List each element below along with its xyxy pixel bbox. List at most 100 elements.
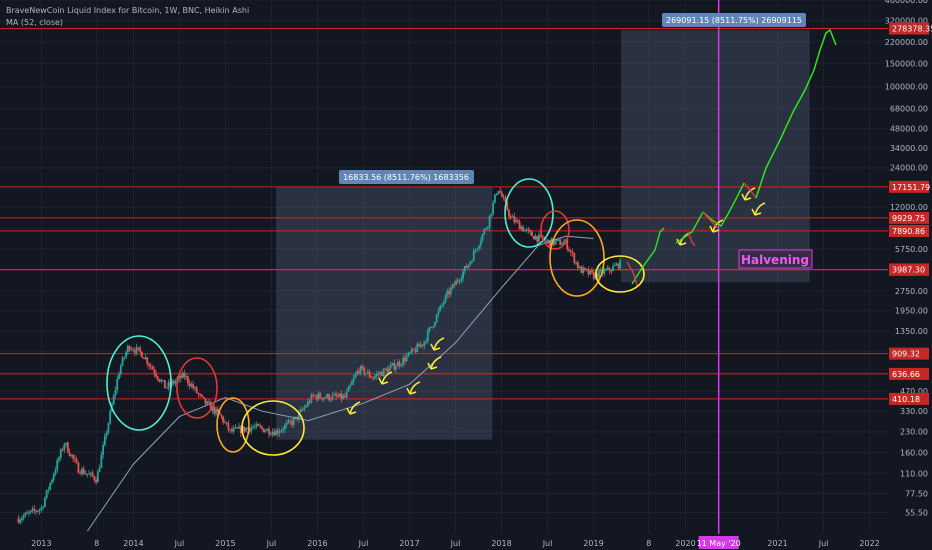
candle-body — [278, 431, 281, 434]
candle-body — [448, 291, 450, 295]
candle-body — [148, 363, 150, 366]
candle-body — [276, 430, 279, 434]
price-tick-label: 68000.00 — [890, 105, 928, 114]
candle-body — [610, 270, 613, 272]
candle-body — [568, 249, 570, 251]
candle-body — [58, 457, 60, 461]
candle-body — [566, 239, 569, 250]
candle-body — [162, 380, 165, 382]
candle-body — [306, 401, 309, 407]
time-tick-label: Jul — [542, 539, 553, 548]
range-box-2 — [621, 30, 810, 283]
candle-body — [283, 424, 286, 430]
price-level-tag — [889, 347, 929, 360]
candle-body — [405, 356, 408, 362]
candle-body — [24, 512, 27, 516]
candle-body — [518, 221, 521, 230]
candle-body — [363, 367, 366, 375]
candle-body — [532, 236, 535, 240]
candle-body — [435, 314, 438, 323]
candle-body — [509, 216, 512, 218]
candle-body — [481, 234, 484, 241]
candle-body — [142, 357, 145, 359]
candle-body — [21, 518, 23, 520]
candle-body — [218, 411, 221, 415]
candle-body — [33, 508, 36, 511]
hand-drawn-circle — [106, 335, 172, 431]
candle-body — [550, 238, 553, 247]
time-tick-label: 2021 — [767, 539, 787, 548]
candle-body — [321, 397, 323, 400]
candle-body — [499, 191, 502, 193]
candle-body — [322, 397, 325, 400]
candle-body — [485, 228, 487, 230]
candle-body — [141, 351, 143, 358]
candle-body — [382, 368, 385, 376]
candle-body — [536, 236, 539, 242]
time-tick-label: 2014 — [123, 539, 143, 548]
candle-body — [43, 498, 46, 507]
candle-body — [146, 357, 149, 364]
candle-body — [557, 239, 560, 241]
candle-body — [462, 271, 465, 279]
chart-title: BraveNewCoin Liquid Index for Bitcoin, 1… — [6, 6, 249, 15]
hand-drawn-arrow — [709, 219, 724, 233]
candle-body — [458, 280, 461, 282]
price-level-tag-text: 410.18 — [892, 395, 920, 404]
candle-body — [490, 213, 493, 216]
candle-body — [171, 381, 173, 386]
candle-body — [289, 420, 292, 422]
price-tick-label: 24000.00 — [890, 164, 928, 173]
candle-body — [492, 202, 495, 214]
price-axis[interactable]: 460000.00 320000.00 220000.00 150000.00 1000… — [885, 0, 932, 550]
time-tick-label: 2018 — [491, 539, 511, 548]
candle-body — [250, 427, 253, 432]
candle-body — [160, 380, 163, 382]
hand-drawn-circle — [176, 357, 218, 419]
candle-body — [529, 230, 532, 232]
candle-body — [426, 330, 429, 342]
candle-body — [580, 266, 583, 273]
candle-body — [167, 382, 170, 388]
candle-body — [95, 479, 97, 483]
candle-body — [252, 426, 255, 428]
candle-body — [388, 367, 390, 373]
candle-body — [262, 428, 265, 433]
candle-body — [239, 426, 242, 433]
candle-body — [418, 344, 420, 347]
candle-body — [156, 376, 159, 380]
price-tick-label: 1350.00 — [895, 327, 928, 336]
candle-body — [98, 467, 101, 472]
candle-body — [592, 272, 595, 279]
price-tick-label: 220000.00 — [885, 38, 928, 47]
halving-date-tag — [698, 536, 739, 549]
candle-body — [372, 377, 375, 379]
candle-body — [81, 468, 83, 474]
candle-body — [553, 240, 556, 245]
candle-body — [222, 416, 225, 423]
price-tick-label: 5750.00 — [895, 245, 928, 254]
candle-body — [523, 229, 526, 232]
candle-body — [599, 269, 602, 271]
candle-body — [338, 393, 341, 397]
candle-body — [349, 384, 352, 388]
candle-body — [515, 220, 517, 222]
time-tick-label: 2017 — [399, 539, 419, 548]
time-axis[interactable]: Jul 2013 8 2014 Jul 2015 Jul 2016 Jul 2017 Jul 2018… — [0, 534, 932, 550]
candle-body — [225, 422, 228, 424]
candle-body — [328, 394, 330, 400]
candle-body — [275, 430, 277, 436]
candle-body — [151, 366, 154, 370]
candle-body — [88, 473, 90, 475]
candle-body — [384, 368, 387, 370]
candle-body — [432, 326, 435, 328]
candle-body — [38, 509, 41, 512]
candle-body — [534, 236, 537, 240]
candle-body — [444, 295, 447, 303]
candle-body — [186, 376, 189, 383]
candle-body — [343, 395, 346, 398]
candle-body — [587, 269, 590, 275]
candle-body — [211, 406, 214, 411]
